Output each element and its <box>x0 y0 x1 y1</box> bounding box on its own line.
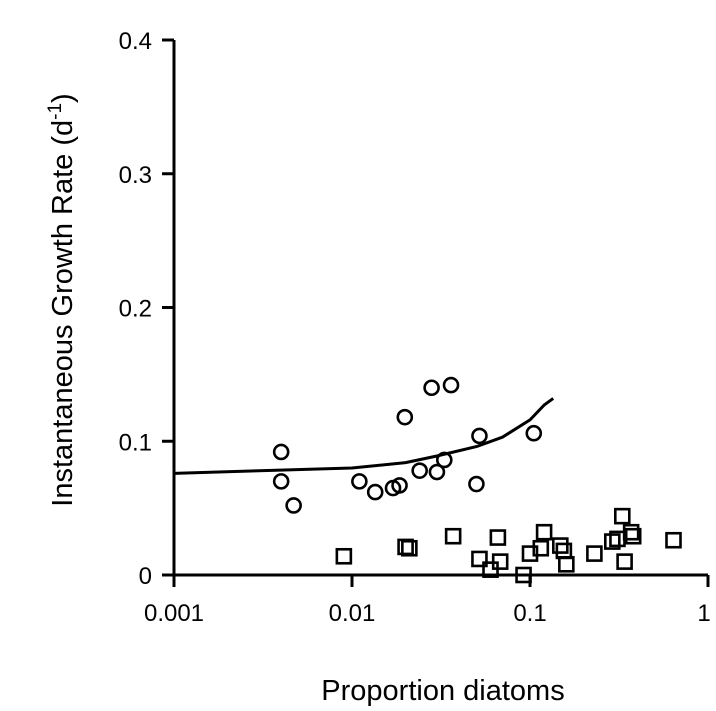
circle-point <box>396 408 414 426</box>
circle-point <box>423 379 440 397</box>
square-point <box>471 550 488 568</box>
square-point <box>532 539 550 557</box>
square-point <box>489 529 507 546</box>
axes <box>172 40 708 577</box>
square-point <box>335 547 353 565</box>
square-series <box>335 507 682 584</box>
square-point <box>624 527 642 545</box>
square-point <box>622 523 640 541</box>
square-point <box>401 539 418 557</box>
y-tick-label: 0.1 <box>119 429 152 456</box>
square-point <box>444 527 462 545</box>
y-tick-label: 0.3 <box>119 162 152 189</box>
square-point <box>397 538 414 556</box>
circle-point <box>285 497 302 514</box>
y-tick-label: 0.4 <box>119 28 152 55</box>
circle-point <box>442 376 460 394</box>
fit-line-series <box>173 397 555 475</box>
circle-point <box>272 443 290 461</box>
circle-point <box>428 463 446 481</box>
square-point <box>535 523 553 541</box>
circle-point <box>366 483 384 501</box>
y-tick-label: 0 <box>139 563 152 590</box>
square-point <box>552 537 569 554</box>
square-point <box>558 555 575 573</box>
x-tick-label: 0.001 <box>144 600 204 627</box>
fit-line <box>173 397 555 475</box>
circle-point <box>525 424 543 442</box>
circle-point <box>272 473 290 490</box>
circle-point <box>391 477 408 494</box>
square-point <box>616 553 633 570</box>
y-axis-title-main: Instantaneous Growth Rate (d <box>47 120 79 507</box>
square-point <box>613 507 631 525</box>
circle-point <box>468 475 485 493</box>
x-tick-label: 1 <box>697 600 710 627</box>
square-point <box>586 545 603 562</box>
circle-point <box>351 473 368 490</box>
x-tick-label: 0.01 <box>329 600 376 627</box>
y-axis-title-superscript: -1 <box>45 103 66 120</box>
y-tick-label: 0.2 <box>119 296 152 323</box>
x-axis-title: Proportion diatoms <box>321 675 564 707</box>
square-point <box>515 566 532 584</box>
square-point <box>665 531 682 549</box>
square-point <box>491 553 509 570</box>
square-point <box>521 545 539 562</box>
square-point <box>604 533 621 550</box>
y-axis-title-close: ) <box>47 93 79 103</box>
circle-point <box>471 427 488 445</box>
circle-point <box>411 462 428 479</box>
y-axis-ticks: 0 0.1 0.2 0.3 0.4 <box>119 28 174 590</box>
x-tick-label: 0.1 <box>513 600 546 627</box>
x-axis-ticks: 0.001 0.01 0.1 1 <box>144 575 711 627</box>
y-axis-title: Instantaneous Growth Rate (d-1) <box>45 93 79 506</box>
circle-point <box>435 451 453 469</box>
square-point <box>555 542 573 560</box>
circle-series <box>272 376 543 514</box>
